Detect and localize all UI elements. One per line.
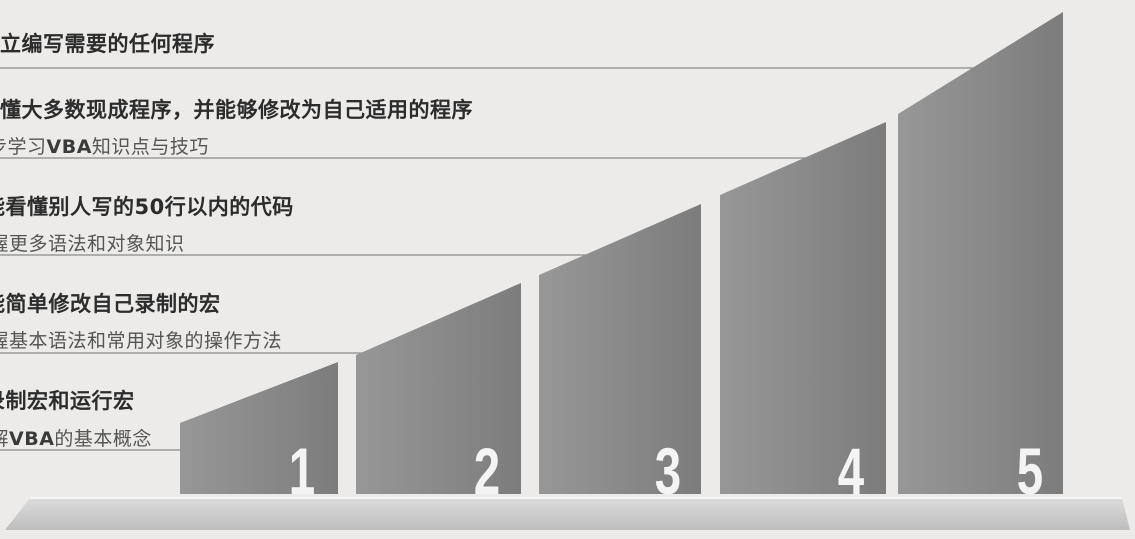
step-bar-2 [356,283,521,494]
level-4-subtitle-suffix: 知识点与技巧 [91,136,209,158]
level-1-subtitle-vba: VBA [9,428,55,450]
level-4-subtitle-prefix: 进一步学习 [0,136,47,158]
step-number-1: 1 [289,435,315,508]
level-2-subtitle: 掌握基本语法和常用对象的操作方法 [0,330,283,352]
level-3-title: 能看懂别人写的50行以内的代码 [0,195,294,219]
step-bar-1 [180,362,338,494]
level-1-subtitle-prefix: 了解 [0,428,9,450]
staircase-base [5,498,1130,530]
level-4-subtitle: 进一步学习VBA知识点与技巧 [0,132,209,159]
step-bars [180,12,1063,494]
level-5-title: 能独立编写需要的任何程序 [0,32,215,56]
step-number-5: 5 [1017,435,1043,508]
step-bar-5 [898,12,1063,494]
level-1-subtitle: 了解VBA的基本概念 [0,424,152,451]
step-number-2: 2 [474,435,500,508]
step-bar-4 [720,122,886,494]
step-number-4: 4 [838,435,864,508]
level-3-subtitle: 掌握更多语法和对象知识 [0,233,185,255]
level-1-subtitle-suffix: 的基本概念 [54,428,152,450]
level-1-title: 录制宏和运行宏 [0,389,135,413]
level-4-subtitle-vba: VBA [46,136,92,158]
step-bar-3 [539,204,701,494]
step-number-3: 3 [655,435,681,508]
level-4-title: 能看懂大多数现成程序，并能够修改为自己适用的程序 [0,98,473,122]
level-2-title: 能简单修改自己录制的宏 [0,292,221,316]
step-numbers: 1 2 3 4 5 [289,435,1043,508]
